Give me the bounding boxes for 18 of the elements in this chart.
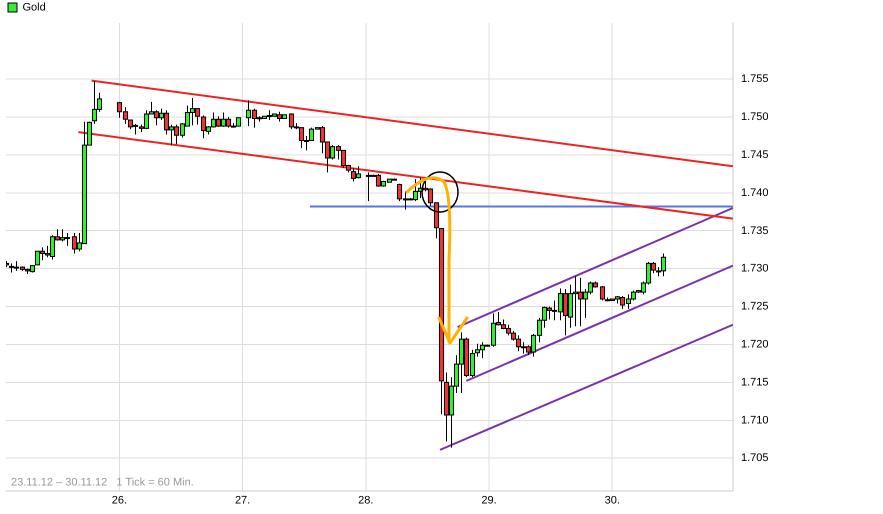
y-tick-label: 1.705 (741, 452, 769, 464)
x-tick-label: 27. (234, 494, 250, 506)
y-tick-label: 1.725 (741, 300, 769, 313)
annotation: 23.11.12 – 30.11.12 1 Tick = 60 Min. (11, 476, 194, 488)
legend-label: Gold (22, 2, 46, 14)
y-tick-label: 1.750 (741, 111, 769, 124)
y-tick-label: 1.755 (741, 73, 769, 86)
y-tick-label: 1.730 (741, 262, 769, 275)
y-tick-label: 1.735 (741, 224, 769, 237)
y-tick-label: 1.740 (741, 186, 769, 199)
y-tick-label: 1.715 (741, 376, 769, 388)
x-tick-label: 26. (112, 494, 128, 506)
y-tick-label: 1.710 (741, 414, 769, 426)
y-tick-label: 1.720 (741, 338, 769, 350)
x-tick-label: 29. (481, 494, 497, 506)
y-tick-label: 1.745 (741, 148, 769, 161)
x-tick-label: 28. (358, 494, 374, 506)
x-tick-label: 30. (604, 494, 620, 506)
